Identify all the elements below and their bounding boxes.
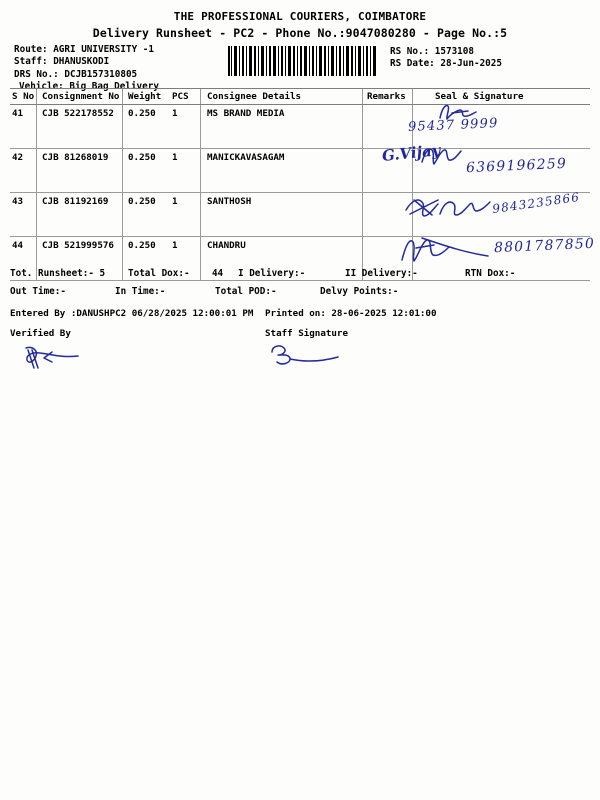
rs-date-label: RS Date: bbox=[390, 58, 435, 70]
cell-sno: 41 bbox=[12, 108, 24, 119]
out-time: Out Time:- bbox=[10, 286, 66, 297]
cell-sno: 43 bbox=[12, 196, 24, 207]
cell-pcs: 1 bbox=[172, 240, 178, 251]
cell-remarks bbox=[367, 149, 412, 152]
col-header-seal: Seal & Signature bbox=[412, 88, 590, 105]
route-label: Route: bbox=[14, 44, 48, 55]
col-header-weight: Weight bbox=[122, 88, 166, 105]
table-header-row: S No Consignment No Weight PCS Consignee… bbox=[10, 88, 590, 105]
col-header-remarks: Remarks bbox=[362, 88, 413, 105]
ii-delivery: II Delivery:- bbox=[345, 268, 418, 279]
cell-seal-signature bbox=[412, 148, 590, 193]
rs-no-row: RS No.: 1573108 bbox=[390, 46, 502, 58]
route-value: AGRI UNIVERSITY -1 bbox=[53, 44, 154, 55]
cell-sno: 42 bbox=[12, 152, 24, 163]
cell-consignee: MANICKAVASAGAM bbox=[207, 152, 285, 163]
handwritten-signature-row-43 bbox=[405, 199, 491, 217]
footer-row-2: Verified By Staff Signature bbox=[10, 328, 592, 342]
verified-by-signature bbox=[25, 346, 79, 369]
totals-section: Tot. Runsheet:- 5 Total Dox:- 44 I Deliv… bbox=[10, 268, 592, 304]
printed-on: Printed on: 28-06-2025 12:01:00 bbox=[265, 308, 437, 319]
staff-row: Staff: DHANUSKODI bbox=[14, 56, 159, 68]
i-delivery: I Delivery:- bbox=[238, 268, 306, 279]
cell-consignee: SANTHOSH bbox=[207, 196, 252, 207]
barcode-image bbox=[228, 46, 378, 76]
col-header-consignee: Consignee Details bbox=[200, 88, 363, 105]
total-pod: Total POD:- bbox=[215, 286, 277, 297]
footer-section: Entered By :DANUSHPC2 06/28/2025 12:00:0… bbox=[10, 308, 592, 342]
verified-by-label: Verified By bbox=[10, 328, 71, 339]
cell-consignment-no: CJB 522178552 bbox=[42, 108, 114, 119]
vehicle-value: Big Bag Delivery bbox=[69, 81, 159, 93]
cell-consignee: MS BRAND MEDIA bbox=[207, 108, 285, 119]
col-header-pcs: PCS bbox=[166, 88, 201, 105]
document-header: THE PROFESSIONAL COURIERS, COIMBATORE De… bbox=[0, 0, 600, 40]
cell-consignment-no: CJB 81268019 bbox=[42, 152, 109, 163]
cell-pcs: 1 bbox=[172, 196, 178, 207]
table-row: 43 CJB 81192169 0.250 1 SANTHOSH bbox=[10, 192, 590, 237]
table-row: 42 CJB 81268019 0.250 1 MANICKAVASAGAM bbox=[10, 148, 590, 193]
cell-weight: 0.250 bbox=[128, 108, 156, 119]
document-subtitle: Delivery Runsheet - PC2 - Phone No.:9047… bbox=[92, 26, 508, 40]
table-row: 44 CJB 521999576 0.250 1 CHANDRU bbox=[10, 236, 590, 281]
delvy-points: Delvy Points:- bbox=[320, 286, 399, 297]
cell-weight: 0.250 bbox=[128, 152, 156, 163]
handwritten-signature-row-41 bbox=[439, 104, 477, 120]
drs-label: DRS No.: bbox=[14, 68, 59, 80]
cell-consignee: CHANDRU bbox=[207, 240, 246, 251]
drs-row: DRS No.: DCJB157310805 bbox=[14, 69, 159, 81]
route-row: Route: AGRI UNIVERSITY -1 bbox=[14, 44, 159, 56]
vehicle-label: Vehicle: bbox=[19, 81, 64, 93]
table-row: 41 CJB 522178552 0.250 1 MS BRAND MEDIA bbox=[10, 104, 590, 149]
entered-by: Entered By :DANUSHPC2 06/28/2025 12:00:0… bbox=[10, 308, 254, 319]
cell-seal-signature bbox=[412, 192, 590, 237]
rtn-dox: RTN Dox:- bbox=[465, 268, 516, 279]
meta-left-block: Route: AGRI UNIVERSITY -1 Staff: DHANUSK… bbox=[14, 44, 159, 94]
company-title: THE PROFESSIONAL COURIERS, COIMBATORE bbox=[173, 10, 427, 23]
drs-value: DCJB157310805 bbox=[64, 68, 138, 80]
in-time: In Time:- bbox=[115, 286, 166, 297]
cell-weight: 0.250 bbox=[128, 240, 156, 251]
meta-block: Route: AGRI UNIVERSITY -1 Staff: DHANUSK… bbox=[0, 44, 600, 92]
cell-remarks bbox=[367, 105, 412, 108]
rs-no-label: RS No.: bbox=[390, 46, 430, 57]
footer-row-1: Entered By :DANUSHPC2 06/28/2025 12:00:0… bbox=[10, 308, 592, 328]
staff-value: DHANUSKODI bbox=[53, 56, 110, 68]
cell-sno: 44 bbox=[12, 240, 24, 251]
col-header-sno: S No bbox=[10, 88, 37, 105]
handwritten-signature-row-42 bbox=[421, 148, 462, 165]
rs-date-row: RS Date: 28-Jun-2025 bbox=[390, 58, 502, 70]
rs-date-value: 28-Jun-2025 bbox=[440, 58, 502, 70]
staff-signature-label: Staff Signature bbox=[265, 328, 348, 339]
col-header-consignment: Consignment No bbox=[36, 88, 123, 105]
tot-runsheet: Tot. Runsheet:- 5 bbox=[10, 268, 106, 279]
total-dox: Total Dox:- 44 bbox=[128, 268, 224, 279]
staff-signature-ink bbox=[271, 345, 339, 365]
consignment-table: S No Consignment No Weight PCS Consignee… bbox=[10, 88, 590, 281]
cell-weight: 0.250 bbox=[128, 196, 156, 207]
staff-label: Staff: bbox=[14, 56, 48, 68]
cell-consignment-no: CJB 81192169 bbox=[42, 196, 109, 207]
cell-pcs: 1 bbox=[172, 108, 178, 119]
cell-pcs: 1 bbox=[172, 152, 178, 163]
handwritten-signature-row-44 bbox=[401, 237, 489, 262]
rs-no-value: 1573108 bbox=[434, 46, 474, 57]
meta-right-block: RS No.: 1573108 RS Date: 28-Jun-2025 bbox=[390, 46, 502, 71]
totals-row-1: Tot. Runsheet:- 5 Total Dox:- 44 I Deliv… bbox=[10, 268, 592, 286]
totals-row-2: Out Time:- In Time:- Total POD:- Delvy P… bbox=[10, 286, 592, 304]
cell-consignment-no: CJB 521999576 bbox=[42, 240, 114, 251]
vehicle-row: Vehicle: Big Bag Delivery bbox=[14, 81, 159, 93]
